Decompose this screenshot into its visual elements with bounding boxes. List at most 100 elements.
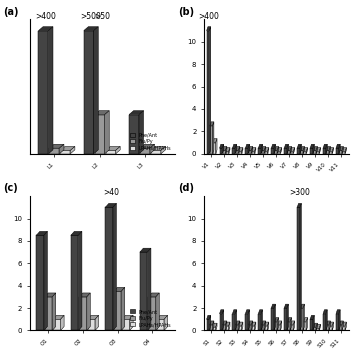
Polygon shape: [303, 321, 306, 330]
Polygon shape: [213, 327, 216, 330]
Polygon shape: [300, 308, 303, 330]
Polygon shape: [310, 148, 313, 154]
Polygon shape: [326, 321, 330, 325]
Polygon shape: [148, 293, 159, 297]
Polygon shape: [316, 152, 319, 154]
Polygon shape: [140, 248, 151, 252]
Polygon shape: [271, 148, 274, 154]
Polygon shape: [95, 315, 99, 330]
Polygon shape: [265, 322, 269, 326]
Polygon shape: [290, 318, 292, 330]
Polygon shape: [290, 146, 292, 154]
Polygon shape: [303, 318, 308, 321]
Polygon shape: [300, 304, 304, 308]
Polygon shape: [114, 291, 121, 330]
Polygon shape: [223, 325, 226, 330]
Polygon shape: [265, 321, 266, 330]
Polygon shape: [213, 122, 214, 154]
Polygon shape: [313, 327, 316, 330]
Polygon shape: [213, 138, 217, 142]
Polygon shape: [284, 148, 287, 154]
Polygon shape: [258, 148, 261, 154]
Polygon shape: [236, 150, 239, 154]
Text: (d): (d): [178, 183, 194, 193]
Polygon shape: [310, 319, 313, 330]
Polygon shape: [49, 144, 64, 148]
Polygon shape: [226, 326, 229, 330]
Polygon shape: [323, 144, 327, 148]
Polygon shape: [210, 321, 214, 325]
Polygon shape: [329, 326, 332, 330]
Polygon shape: [297, 203, 302, 207]
Polygon shape: [262, 150, 265, 154]
Polygon shape: [248, 150, 251, 154]
Text: >50: >50: [94, 11, 110, 21]
Polygon shape: [213, 323, 217, 327]
Polygon shape: [316, 324, 320, 328]
Polygon shape: [316, 148, 320, 152]
Polygon shape: [255, 322, 256, 330]
Text: >500: >500: [80, 11, 101, 21]
Polygon shape: [293, 148, 295, 154]
Polygon shape: [220, 314, 222, 330]
Polygon shape: [36, 235, 44, 330]
Polygon shape: [300, 146, 304, 150]
Polygon shape: [78, 231, 82, 330]
Polygon shape: [287, 321, 290, 330]
Polygon shape: [220, 148, 222, 154]
Polygon shape: [278, 152, 281, 154]
Polygon shape: [277, 318, 279, 330]
Polygon shape: [262, 325, 265, 330]
Polygon shape: [290, 152, 293, 154]
Polygon shape: [271, 304, 276, 308]
Polygon shape: [258, 144, 262, 148]
Polygon shape: [278, 148, 282, 152]
Polygon shape: [339, 310, 340, 330]
Polygon shape: [242, 148, 243, 154]
Polygon shape: [61, 315, 64, 330]
Polygon shape: [300, 150, 303, 154]
Polygon shape: [252, 148, 256, 152]
Polygon shape: [287, 318, 292, 321]
Polygon shape: [274, 304, 276, 330]
Polygon shape: [326, 144, 327, 154]
Polygon shape: [248, 321, 253, 325]
Polygon shape: [287, 146, 292, 150]
Polygon shape: [255, 148, 256, 154]
Polygon shape: [148, 297, 156, 330]
Polygon shape: [106, 150, 116, 154]
Text: >400: >400: [35, 11, 56, 21]
Polygon shape: [251, 146, 253, 154]
Text: >40: >40: [103, 188, 119, 197]
Polygon shape: [303, 146, 304, 154]
Polygon shape: [261, 144, 262, 154]
Polygon shape: [336, 148, 339, 154]
Polygon shape: [297, 144, 302, 148]
Polygon shape: [342, 321, 343, 330]
Polygon shape: [95, 115, 105, 154]
Polygon shape: [329, 148, 334, 152]
Polygon shape: [105, 207, 113, 330]
Polygon shape: [239, 148, 243, 152]
Polygon shape: [300, 203, 302, 330]
Polygon shape: [150, 144, 155, 154]
Polygon shape: [45, 293, 56, 297]
Polygon shape: [300, 144, 302, 154]
Polygon shape: [258, 314, 261, 330]
Polygon shape: [303, 304, 304, 330]
Polygon shape: [339, 146, 343, 150]
Polygon shape: [140, 252, 147, 330]
Polygon shape: [251, 321, 253, 330]
Polygon shape: [261, 310, 262, 330]
Polygon shape: [252, 322, 256, 326]
Polygon shape: [157, 315, 168, 319]
Polygon shape: [235, 144, 237, 154]
Polygon shape: [229, 148, 230, 154]
Polygon shape: [232, 148, 235, 154]
Polygon shape: [287, 304, 288, 330]
Polygon shape: [209, 27, 211, 154]
Polygon shape: [248, 310, 250, 330]
Polygon shape: [313, 150, 316, 154]
Polygon shape: [53, 319, 61, 330]
Polygon shape: [48, 27, 53, 154]
